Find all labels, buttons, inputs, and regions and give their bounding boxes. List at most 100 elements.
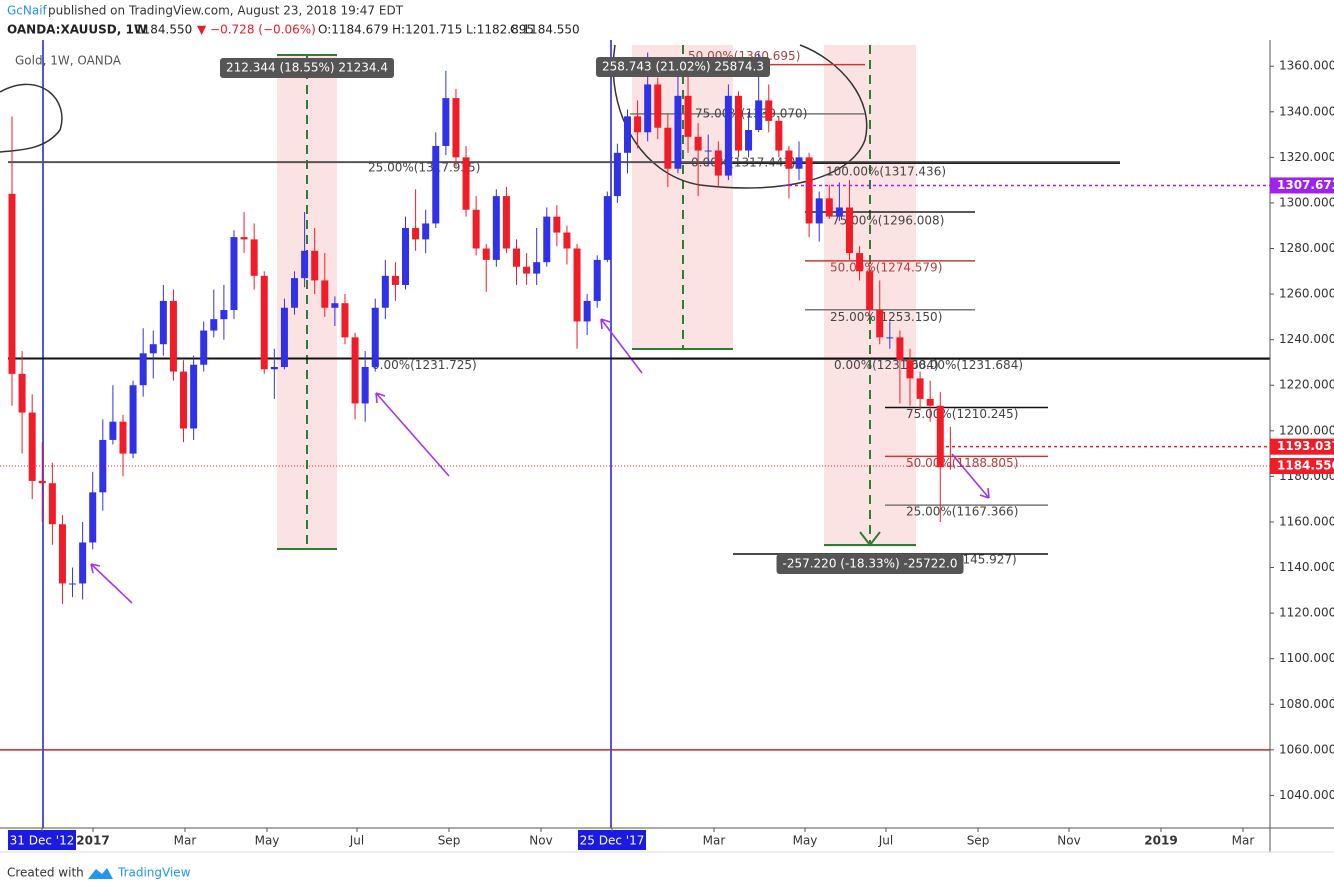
candle-body bbox=[210, 319, 218, 331]
fib-label: 75.00%(1296.008) bbox=[832, 214, 944, 228]
candle-body bbox=[694, 136, 702, 151]
y-tick-label: 1280.000 bbox=[1279, 241, 1334, 255]
candle-body bbox=[513, 248, 520, 267]
candle-body bbox=[644, 84, 652, 133]
candle-body bbox=[492, 196, 500, 260]
ohlc-high: H:1201.715 bbox=[392, 23, 462, 37]
arrow bbox=[951, 453, 990, 499]
candle-body bbox=[280, 307, 288, 368]
candle-body bbox=[835, 207, 843, 217]
fib-label: 100.00%(1317.436) bbox=[826, 165, 946, 179]
candle-body bbox=[200, 330, 208, 365]
x-tick-label: 2017 bbox=[76, 834, 109, 848]
candle-body bbox=[926, 398, 934, 406]
candle-body bbox=[159, 300, 167, 345]
price-tag-label: 1193.037 bbox=[1277, 439, 1334, 453]
x-tick-label: 31 Dec '12 bbox=[10, 834, 75, 848]
candle-body bbox=[825, 198, 833, 217]
candle-body bbox=[603, 196, 611, 260]
measure-box bbox=[220, 58, 394, 78]
y-tick-label: 1060.000 bbox=[1279, 742, 1334, 756]
candle-body bbox=[472, 209, 480, 249]
measure-label: 212.344 (18.55%) 21234.4 bbox=[226, 61, 388, 75]
last-price: 1184.550 bbox=[135, 23, 192, 37]
candle-body bbox=[543, 216, 551, 263]
plot: Gold, 1W, OANDA 50.00%(1360.695)75.00%(13… bbox=[0, 40, 1270, 828]
candle-body bbox=[250, 239, 258, 276]
x-tick-label: Jul bbox=[349, 834, 364, 848]
candle-body bbox=[745, 130, 753, 151]
y-tick-label: 1040.000 bbox=[1279, 788, 1334, 802]
candle-body bbox=[946, 465, 954, 467]
x-label-highlight bbox=[8, 830, 76, 850]
fib-label: 100.00%(1231.684) bbox=[903, 358, 1023, 372]
x-tick-label: May bbox=[793, 834, 818, 848]
candle-body bbox=[230, 237, 238, 311]
candle-body bbox=[795, 157, 803, 169]
candle-body bbox=[755, 100, 763, 131]
x-tick-label: Jul bbox=[878, 834, 893, 848]
y-tick-label: 1220.000 bbox=[1279, 378, 1334, 392]
candle-body bbox=[664, 127, 672, 169]
y-tick-label: 1200.000 bbox=[1279, 423, 1334, 437]
arrow bbox=[375, 392, 450, 477]
price-tag-label: 1184.550 bbox=[1277, 459, 1334, 473]
candle-body bbox=[412, 227, 420, 240]
candle-body bbox=[916, 378, 924, 399]
fib-label: 25.00%(1317.935) bbox=[368, 161, 480, 175]
candle-body bbox=[119, 421, 127, 454]
candle-body bbox=[634, 116, 642, 133]
candle-body bbox=[432, 145, 440, 224]
fib-label: 25.00%(1167.366) bbox=[906, 505, 1018, 519]
candle-body bbox=[180, 371, 188, 429]
ohlc-low: L:1182.895 bbox=[466, 23, 534, 37]
x-tick-label: 25 Dec '17 bbox=[580, 834, 645, 848]
candle-body bbox=[613, 152, 621, 197]
candle-body bbox=[563, 232, 571, 249]
ohlc-open: O:1184.679 bbox=[318, 23, 389, 37]
candle-body bbox=[169, 300, 177, 372]
fib-label: 50.00%(1274.579) bbox=[830, 260, 942, 274]
candle-body bbox=[674, 95, 682, 169]
measure-label: -257.220 (-18.33%) -25722.0 bbox=[783, 557, 958, 571]
candle-body bbox=[190, 364, 198, 429]
candle-body bbox=[391, 275, 399, 285]
price-tag bbox=[1270, 458, 1334, 475]
candle-body bbox=[876, 310, 884, 338]
candle-body bbox=[704, 150, 712, 152]
candle-body bbox=[533, 262, 541, 274]
x-tick-label: 2019 bbox=[1144, 834, 1177, 848]
published: published on TradingView.com, August 23,… bbox=[48, 4, 404, 18]
x-tick-label: Nov bbox=[1057, 834, 1080, 848]
x-tick-label: Mar bbox=[174, 834, 197, 848]
y-tick-label: 1160.000 bbox=[1279, 514, 1334, 528]
footer-created: Created with bbox=[7, 866, 84, 880]
candle-body bbox=[311, 250, 319, 281]
candle-body bbox=[270, 367, 278, 370]
candle-body bbox=[886, 337, 894, 339]
candle-body bbox=[89, 492, 97, 543]
candle-body bbox=[936, 405, 944, 468]
candle-body bbox=[482, 248, 490, 260]
candle-body bbox=[573, 248, 581, 322]
symbol: OANDA:XAUUSD, 1W bbox=[7, 23, 147, 37]
candle-body bbox=[109, 421, 117, 440]
candle-body bbox=[785, 150, 793, 169]
candle-body bbox=[684, 95, 692, 137]
candle-body bbox=[906, 360, 914, 379]
y-tick-label: 1100.000 bbox=[1279, 651, 1334, 665]
y-tick-label: 1320.000 bbox=[1279, 150, 1334, 164]
candle-body bbox=[523, 266, 531, 274]
footer-brand[interactable]: TradingView bbox=[117, 866, 191, 880]
author[interactable]: GcNaif bbox=[7, 4, 48, 18]
candle-body bbox=[402, 227, 410, 285]
candle-body bbox=[452, 98, 460, 158]
arrow bbox=[600, 318, 643, 374]
x-label-highlight bbox=[578, 830, 646, 850]
candle-body bbox=[422, 223, 430, 240]
fib-label: 50.00%(1188.805) bbox=[906, 456, 1018, 470]
change: ▼ −0.728 (−0.06%) bbox=[197, 23, 316, 37]
candle-body bbox=[502, 196, 510, 249]
candle-body bbox=[48, 483, 56, 525]
candle-body bbox=[8, 193, 16, 374]
